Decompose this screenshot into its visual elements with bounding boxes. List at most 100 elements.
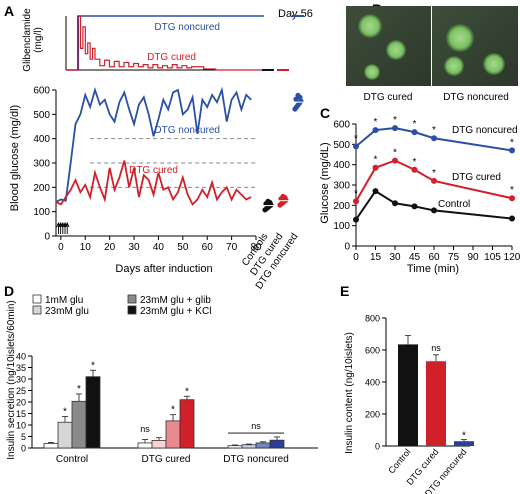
d-legend-swatch bbox=[127, 294, 137, 304]
c-xtick-label: 30 bbox=[389, 252, 401, 263]
e-bar bbox=[454, 441, 474, 446]
d-ytick-label: 0 bbox=[21, 444, 26, 454]
d-bar bbox=[57, 421, 73, 449]
d-significance-star: * bbox=[91, 360, 95, 371]
c-significance-star: * bbox=[432, 168, 436, 179]
e-ytick-label: 400 bbox=[365, 378, 380, 388]
a-bottom-ytick-label: 300 bbox=[33, 159, 50, 170]
c-point-control bbox=[372, 188, 379, 195]
micrograph-label-noncured: DTG noncured bbox=[443, 92, 509, 103]
islet-blob bbox=[483, 53, 505, 75]
d-bar bbox=[71, 400, 87, 449]
c-point-control bbox=[431, 207, 437, 214]
d-ns-label: ns bbox=[251, 421, 261, 431]
c-point-cured bbox=[353, 198, 359, 205]
a-top-ylabel-line2: (mg/l) bbox=[33, 27, 44, 53]
c-xtick-label: 60 bbox=[428, 252, 440, 263]
d-legend-label: 23mM glu + glib bbox=[140, 295, 211, 306]
d-group-label: DTG cured bbox=[142, 454, 191, 465]
a-day56-point bbox=[265, 198, 271, 204]
a-bottom-xtick-label: 30 bbox=[128, 242, 140, 253]
a-bottom-xtick-label: 0 bbox=[58, 242, 64, 253]
d-legend-swatch bbox=[32, 305, 42, 315]
d-ytick-label: 30 bbox=[16, 375, 26, 385]
d-bar bbox=[241, 444, 257, 449]
induction-arrowhead bbox=[65, 221, 70, 228]
c-series-noncured bbox=[355, 127, 513, 152]
d-significance-star: * bbox=[63, 406, 67, 417]
panel-label-a: A bbox=[4, 3, 14, 19]
c-label-cured: DTG cured bbox=[452, 172, 501, 183]
d-bar bbox=[137, 442, 153, 449]
c-plot: * * * * * * * * * * * * bbox=[353, 115, 515, 223]
e-bar bbox=[426, 361, 446, 446]
e-ytick-label: 200 bbox=[365, 410, 380, 420]
c-point-cured bbox=[372, 164, 379, 171]
d-ns-label: ns bbox=[140, 424, 150, 434]
c-ytick-label: 300 bbox=[333, 181, 350, 192]
d-group-label: Control bbox=[56, 454, 88, 465]
c-point-control bbox=[392, 200, 398, 207]
a-bottom-label-noncured: DTG noncured bbox=[154, 125, 220, 136]
e-significance-star: * bbox=[462, 431, 466, 442]
c-xtick-label: 0 bbox=[353, 252, 359, 263]
d-bar bbox=[43, 442, 59, 449]
c-ytick-label: 0 bbox=[344, 242, 350, 253]
c-xtick-label: 75 bbox=[448, 252, 460, 263]
a-bottom-plot bbox=[55, 86, 252, 206]
d-significance-star: * bbox=[185, 386, 189, 397]
panel-b-images: DTG cured DTG noncured bbox=[346, 6, 518, 103]
e-ytick-label: 600 bbox=[365, 346, 380, 356]
a-bottom-xtick-label: 60 bbox=[202, 242, 214, 253]
a-day56-title: Day 56 bbox=[278, 8, 313, 20]
panel-label-c: C bbox=[320, 105, 330, 121]
induction-arrows bbox=[56, 221, 70, 234]
a-bottom-xtick-label: 20 bbox=[104, 242, 116, 253]
d-legend-label: 23mM glu bbox=[45, 306, 89, 317]
d-bar bbox=[269, 439, 285, 449]
c-point-control bbox=[509, 215, 515, 222]
d-bar bbox=[227, 445, 243, 449]
c-ytick-label: 600 bbox=[333, 120, 350, 131]
c-xtick-label: 105 bbox=[484, 252, 501, 263]
islet-blob bbox=[364, 64, 380, 80]
d-legend-swatch bbox=[32, 294, 42, 304]
a-bottom-ytick-label: 100 bbox=[33, 207, 50, 218]
c-label-control: Control bbox=[438, 199, 470, 210]
a-bottom-xtick-label: 50 bbox=[177, 242, 189, 253]
c-point-control bbox=[411, 203, 418, 210]
a-day56-point bbox=[295, 92, 301, 98]
a-day56-plot bbox=[261, 92, 305, 213]
d-ytick-label: 15 bbox=[16, 409, 26, 419]
d-bar bbox=[151, 440, 167, 449]
c-significance-star: * bbox=[432, 125, 436, 136]
a-top-label-cured: DTG cured bbox=[147, 52, 196, 63]
e-ytick-label: 800 bbox=[365, 314, 380, 324]
c-point-cured bbox=[392, 157, 398, 164]
a-day56-point bbox=[280, 193, 286, 200]
a-bottom-xlabel: Days after induction bbox=[115, 263, 212, 275]
a-bottom-ytick-label: 600 bbox=[33, 86, 50, 97]
d-bar bbox=[165, 420, 181, 449]
d-ytick-label: 5 bbox=[21, 432, 26, 442]
c-significance-star: * bbox=[413, 157, 417, 168]
a-bottom-ytick-label: 0 bbox=[44, 232, 50, 243]
c-significance-star: * bbox=[393, 115, 397, 126]
c-significance-star: * bbox=[413, 119, 417, 130]
d-legend-label: 23mM glu + KCl bbox=[140, 306, 211, 317]
c-point-cured bbox=[431, 177, 437, 184]
c-significance-star: * bbox=[354, 188, 358, 199]
c-ylabel: Glucose (mg/dL) bbox=[319, 142, 331, 223]
d-ytick-label: 20 bbox=[16, 398, 26, 408]
d-plot: * * * * * ns ns bbox=[43, 360, 285, 449]
c-ytick-label: 400 bbox=[333, 160, 350, 171]
c-ytick-label: 500 bbox=[333, 140, 350, 151]
c-xlabel: Time (min) bbox=[407, 263, 459, 275]
c-series-cured bbox=[355, 159, 513, 202]
c-xtick-label: 45 bbox=[409, 252, 421, 263]
c-significance-star: * bbox=[510, 185, 514, 196]
a-top-plot bbox=[66, 15, 304, 71]
d-ytick-label: 35 bbox=[16, 363, 26, 373]
